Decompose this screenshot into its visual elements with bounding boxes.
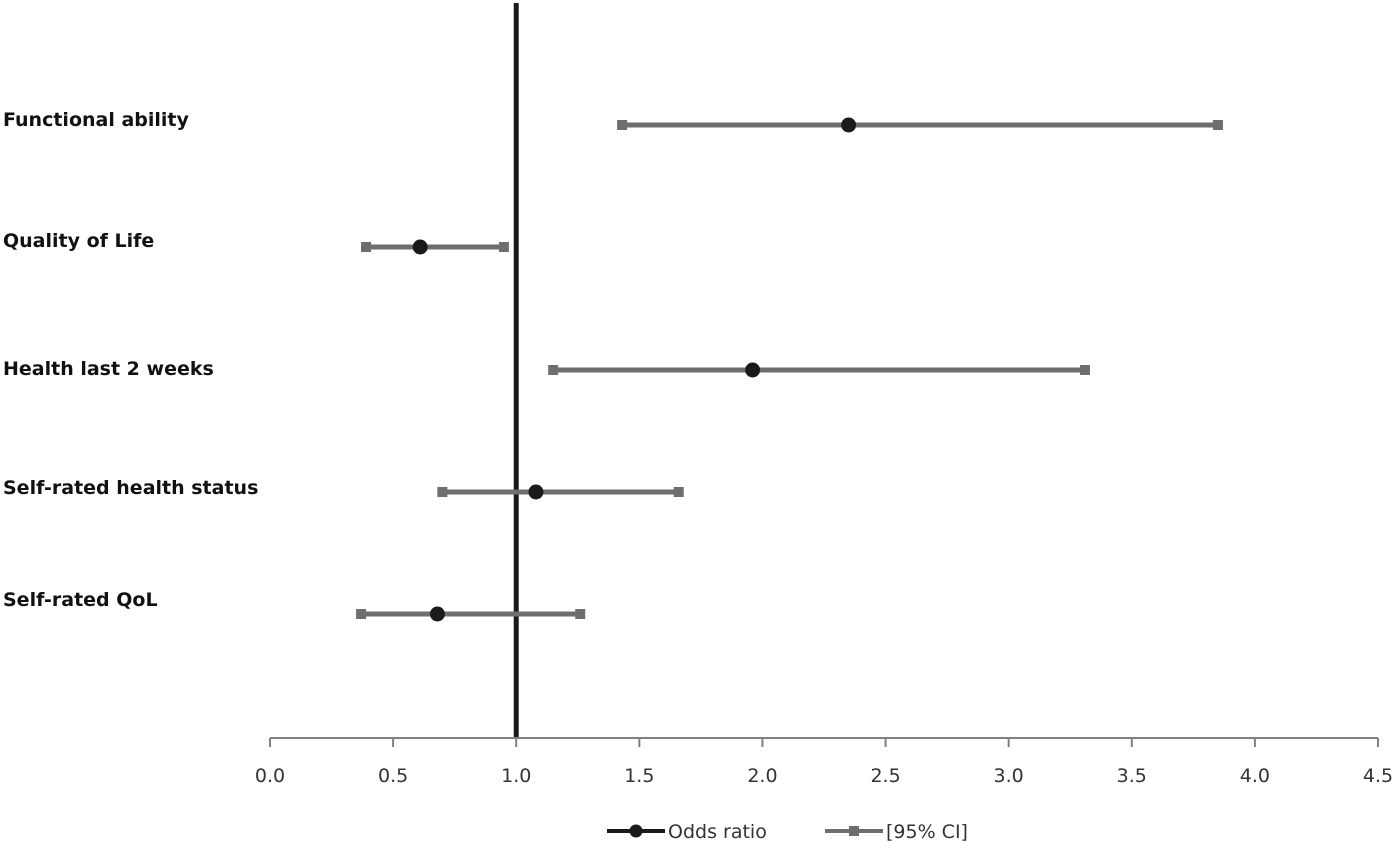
odds-ratio-marker-icon (528, 484, 544, 500)
x-tick-label: 1.5 (624, 765, 654, 787)
x-axis: 0.0 0.5 1.0 1.5 2.0 2.5 3.0 3.5 4.0 4.5 (255, 737, 1393, 787)
x-tick-label: 2.5 (870, 765, 900, 787)
forest-row: Quality of Life (3, 230, 509, 255)
category-label: Self-rated QoL (3, 589, 158, 611)
x-tick-label: 4.5 (1363, 765, 1393, 787)
x-tick-label: 0.5 (378, 765, 408, 787)
plot-rows: Functional ability Quality of Life Health … (3, 109, 1223, 622)
ci-upper-marker-icon (1212, 120, 1223, 130)
forest-row: Health last 2 weeks (3, 358, 1090, 380)
odds-ratio-marker-icon (412, 239, 428, 255)
forest-row: Functional ability (3, 109, 1223, 133)
forest-row: Self-rated health status (3, 477, 684, 500)
ci-lower-marker-icon (356, 609, 367, 619)
legend: Odds ratio [95% CI] (607, 821, 968, 843)
odds-ratio-marker-icon (841, 117, 857, 133)
x-tick-label: 0.0 (255, 765, 285, 787)
x-tick-label: 3.5 (1117, 765, 1147, 787)
ci-legend-marker-icon (849, 826, 859, 836)
legend-item-ci: [95% CI] (825, 821, 968, 843)
ci-lower-marker-icon (548, 365, 559, 375)
x-tick-label: 4.0 (1240, 765, 1270, 787)
odds-ratio-legend-marker-icon (629, 824, 643, 838)
category-label: Self-rated health status (3, 477, 258, 499)
legend-ci-label: [95% CI] (886, 821, 968, 843)
category-label: Quality of Life (3, 230, 154, 252)
ci-lower-marker-icon (361, 242, 372, 252)
x-tick-label: 3.0 (994, 765, 1024, 787)
ci-upper-marker-icon (1079, 365, 1090, 375)
category-label: Health last 2 weeks (3, 358, 214, 380)
legend-item-odds-ratio: Odds ratio (607, 821, 767, 843)
ci-lower-marker-icon (437, 487, 448, 497)
ci-lower-marker-icon (617, 120, 628, 130)
odds-ratio-marker-icon (745, 362, 761, 378)
x-tick-label: 1.0 (501, 765, 531, 787)
ci-upper-marker-icon (673, 487, 684, 497)
category-label: Functional ability (3, 109, 190, 131)
x-tick-label: 2.0 (747, 765, 777, 787)
forest-row: Self-rated QoL (3, 589, 586, 622)
odds-ratio-marker-icon (429, 606, 445, 622)
legend-odds-ratio-label: Odds ratio (668, 821, 767, 843)
ci-upper-marker-icon (575, 609, 586, 619)
ci-upper-marker-icon (498, 242, 509, 252)
